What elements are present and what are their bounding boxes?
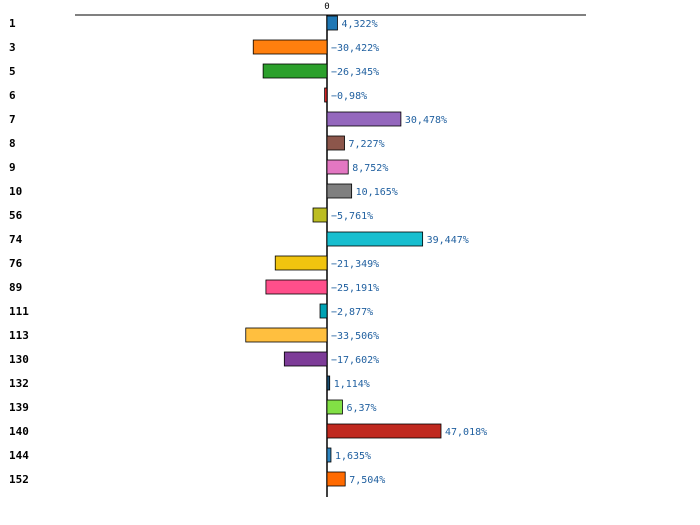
category-label-3: 3 xyxy=(9,41,16,54)
category-label-10: 10 xyxy=(9,185,22,198)
category-label-9: 9 xyxy=(9,161,16,174)
value-label-113: −33,506% xyxy=(331,331,379,342)
value-label-3: −30,422% xyxy=(331,43,379,54)
category-label-152: 152 xyxy=(9,473,29,486)
value-label-89: −25,191% xyxy=(331,283,379,294)
bar-76 xyxy=(274,255,328,271)
category-label-111: 111 xyxy=(9,305,29,318)
category-label-76: 76 xyxy=(9,257,23,270)
value-label-132: 1,114% xyxy=(334,379,370,390)
bars-group xyxy=(245,15,442,487)
value-label-76: −21,349% xyxy=(331,259,379,270)
bar-5 xyxy=(262,63,328,79)
value-label-144: 1,635% xyxy=(335,451,371,462)
category-label-5: 5 xyxy=(9,65,16,78)
bar-9 xyxy=(326,159,349,175)
category-label-140: 140 xyxy=(9,425,29,438)
value-label-74: 39,447% xyxy=(427,235,469,246)
bar-89 xyxy=(265,279,328,295)
category-label-6: 6 xyxy=(9,89,16,102)
value-label-140: 47,018% xyxy=(445,427,487,438)
x-tick-label: 0 xyxy=(324,2,329,12)
bar-56 xyxy=(312,207,328,223)
category-label-7: 7 xyxy=(9,113,16,126)
bar-8 xyxy=(326,135,345,151)
value-label-10: 10,165% xyxy=(356,187,398,198)
x-axis-ticks: 0 xyxy=(324,2,329,12)
category-labels-group: 1356789105674768911111313013213914014415… xyxy=(9,17,29,486)
bar-139 xyxy=(326,399,343,415)
value-labels-group: 4,322% −30,422% −26,345% −0,98% 30,478% 7,227… xyxy=(331,19,487,486)
category-label-8: 8 xyxy=(9,137,16,150)
category-label-74: 74 xyxy=(9,233,23,246)
bar-144 xyxy=(326,447,332,463)
bar-6 xyxy=(324,87,328,103)
bar-74 xyxy=(326,231,424,247)
bar-111 xyxy=(319,303,328,319)
category-label-56: 56 xyxy=(9,209,23,222)
value-label-152: 7,504% xyxy=(349,475,385,486)
bar-1 xyxy=(326,15,338,31)
bar-3 xyxy=(252,39,328,55)
value-label-9: 8,752% xyxy=(352,163,388,174)
value-label-56: −5,761% xyxy=(331,211,373,222)
value-label-111: −2,877% xyxy=(331,307,373,318)
value-label-8: 7,227% xyxy=(349,139,385,150)
bar-132 xyxy=(326,375,331,391)
category-label-1: 1 xyxy=(9,17,16,30)
bar-10 xyxy=(326,183,353,199)
bar-130 xyxy=(283,351,328,367)
category-label-113: 113 xyxy=(9,329,29,342)
category-label-139: 139 xyxy=(9,401,29,414)
category-label-144: 144 xyxy=(9,449,29,462)
value-label-7: 30,478% xyxy=(405,115,447,126)
category-label-132: 132 xyxy=(9,377,29,390)
bar-113 xyxy=(245,327,328,343)
bar-140 xyxy=(326,423,442,439)
value-label-5: −26,345% xyxy=(331,67,379,78)
bar-7 xyxy=(326,111,402,127)
bar-152 xyxy=(326,471,346,487)
category-label-89: 89 xyxy=(9,281,22,294)
value-label-1: 4,322% xyxy=(341,19,377,30)
value-label-6: −0,98% xyxy=(331,91,367,102)
value-label-130: −17,602% xyxy=(331,355,379,366)
category-label-130: 130 xyxy=(9,353,29,366)
value-label-139: 6,37% xyxy=(346,403,376,414)
